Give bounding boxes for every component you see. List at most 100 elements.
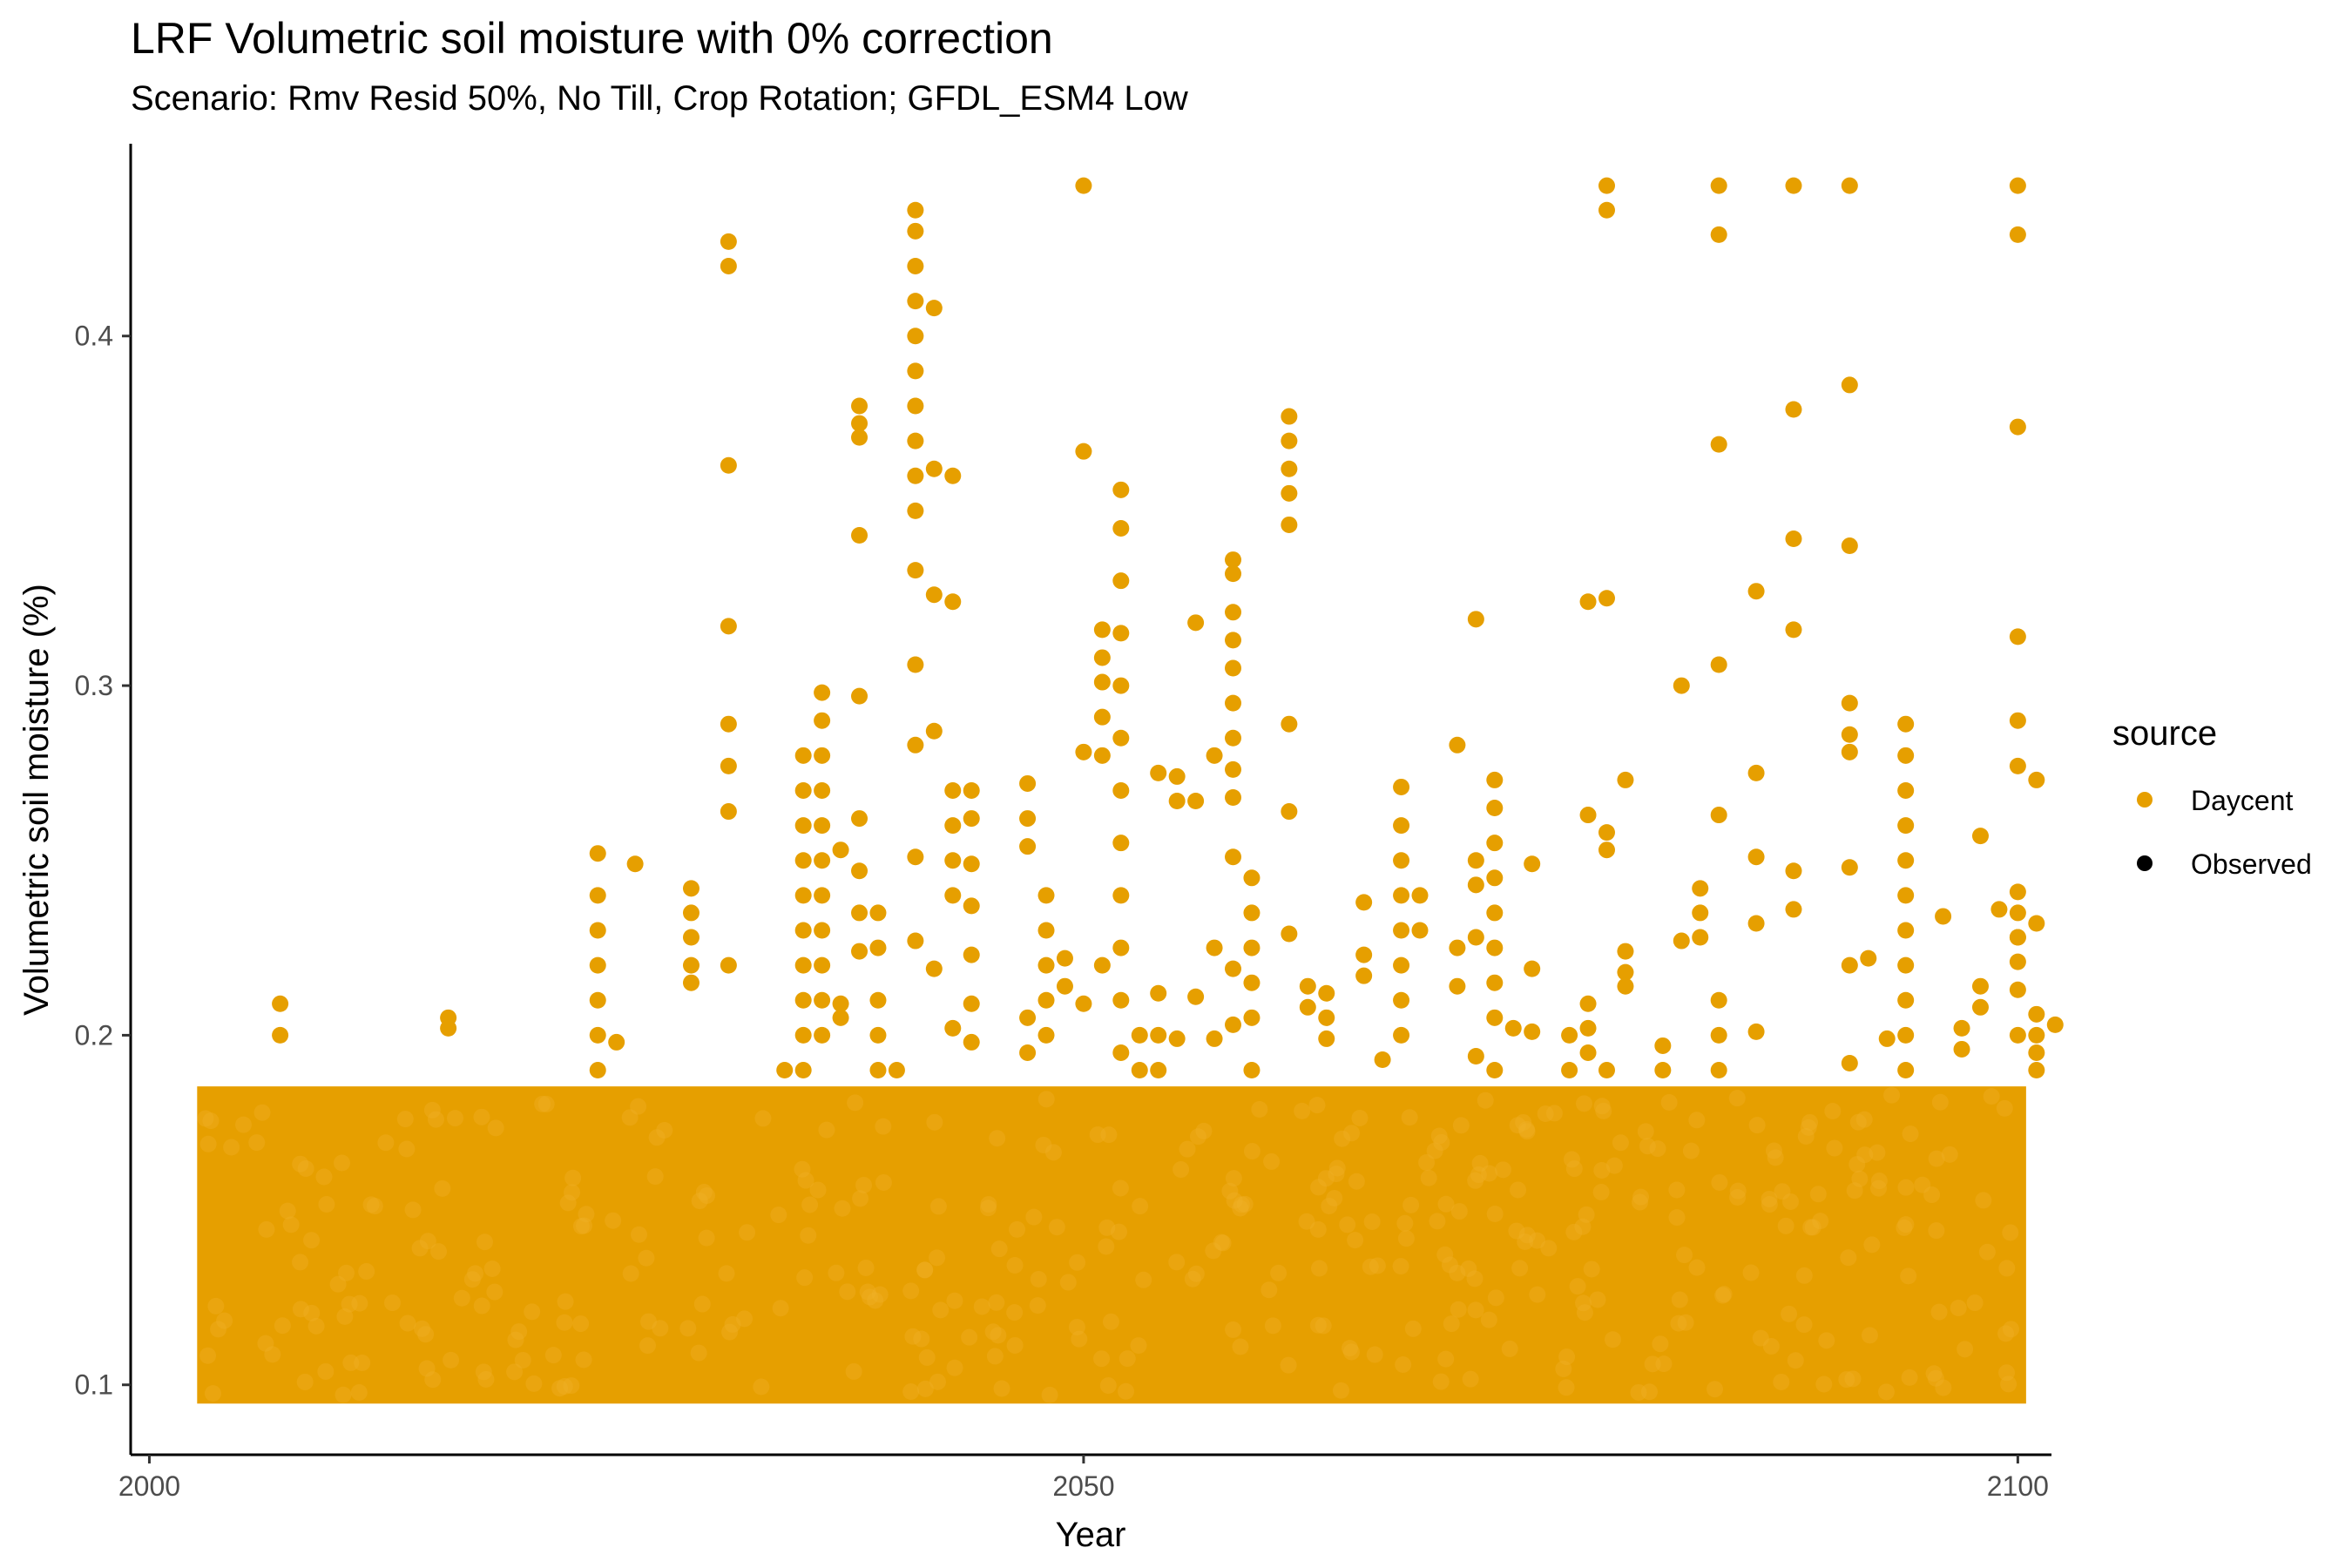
daycent-band-point	[828, 1264, 845, 1281]
daycent-point	[907, 467, 924, 484]
daycent-band-point	[718, 1265, 735, 1282]
daycent-band-point	[698, 1229, 715, 1247]
daycent-point	[1990, 901, 2008, 918]
daycent-band-point	[248, 1134, 266, 1152]
daycent-point	[907, 257, 924, 274]
daycent-band-point	[1477, 1092, 1494, 1109]
daycent-point	[944, 1019, 962, 1037]
daycent-band-point	[1540, 1240, 1558, 1257]
daycent-band-point	[1996, 1099, 2013, 1117]
daycent-point	[1467, 852, 1484, 869]
daycent-point	[2009, 418, 2026, 436]
daycent-point	[907, 432, 924, 449]
daycent-band-point	[926, 1113, 943, 1131]
daycent-band-point	[1450, 1203, 1468, 1220]
daycent-point	[814, 852, 831, 869]
daycent-band-point	[1848, 1156, 1866, 1173]
daycent-point	[1747, 915, 1765, 932]
daycent-band-point	[292, 1254, 309, 1271]
daycent-band-point	[1630, 1383, 1647, 1401]
daycent-point	[1393, 991, 1410, 1009]
daycent-band-point	[1470, 1166, 1487, 1184]
daycent-band-point	[1612, 1134, 1629, 1152]
daycent-band-point	[1494, 1161, 1511, 1179]
daycent-band-point	[739, 1224, 756, 1241]
daycent-point	[1598, 177, 1615, 194]
daycent-point	[1355, 946, 1373, 963]
daycent-point	[814, 922, 831, 939]
daycent-band-point	[1950, 1299, 1967, 1316]
daycent-point	[720, 803, 737, 821]
daycent-band-point	[1260, 1281, 1278, 1299]
daycent-band-point	[576, 1217, 593, 1234]
daycent-band-point	[1729, 1188, 1747, 1206]
daycent-band-point	[1840, 1249, 1857, 1267]
daycent-band-point	[1815, 1375, 1833, 1393]
daycent-point	[851, 397, 868, 415]
daycent-point	[1598, 824, 1615, 841]
daycent-band-point	[1135, 1271, 1152, 1288]
daycent-point	[1281, 484, 1298, 502]
daycent-band-point	[1418, 1154, 1436, 1172]
daycent-band-point	[695, 1184, 713, 1201]
daycent-point	[1579, 807, 1597, 824]
x-tick-label: 2000	[118, 1470, 180, 1502]
daycent-point	[1281, 715, 1298, 733]
daycent-band-point	[473, 1108, 490, 1125]
daycent-band-point	[1925, 1365, 1943, 1382]
daycent-band-point	[1089, 1126, 1106, 1144]
daycent-band-point	[1870, 1179, 1888, 1197]
daycent-band-point	[1294, 1102, 1311, 1119]
daycent-band-point	[973, 1298, 990, 1315]
daycent-band-point	[871, 1286, 889, 1303]
daycent-band-point	[1068, 1319, 1085, 1336]
daycent-point	[589, 1026, 606, 1044]
daycent-band-point	[1802, 1219, 1820, 1236]
daycent-point	[1112, 991, 1130, 1009]
daycent-point	[944, 593, 962, 611]
daycent-band-point	[1098, 1219, 1116, 1236]
daycent-point	[2009, 177, 2026, 194]
daycent-band-point	[204, 1385, 221, 1402]
daycent-point	[1093, 956, 1111, 974]
daycent-band-point	[1025, 1208, 1043, 1226]
daycent-point	[794, 956, 812, 974]
daycent-band-point	[418, 1360, 436, 1377]
daycent-point	[1747, 764, 1765, 781]
daycent-band-point	[990, 1240, 1008, 1258]
daycent-band-point	[1392, 1258, 1409, 1275]
daycent-point	[1841, 537, 1858, 555]
daycent-band-point	[486, 1283, 504, 1301]
daycent-band-point	[1173, 1161, 1190, 1179]
daycent-band-point	[1426, 1142, 1443, 1159]
daycent-point	[682, 974, 700, 991]
daycent-band-point	[1761, 1190, 1778, 1207]
daycent-point	[1710, 177, 1727, 194]
daycent-band-point	[1450, 1301, 1467, 1318]
daycent-band-point	[1315, 1317, 1332, 1335]
daycent-band-point	[1041, 1386, 1058, 1403]
daycent-band-point	[329, 1275, 347, 1293]
daycent-band-point	[1100, 1126, 1118, 1144]
daycent-band-point	[1824, 1103, 1842, 1120]
daycent-band-point	[1983, 1088, 2000, 1105]
daycent-band-point	[1901, 1369, 1918, 1386]
daycent-band-point	[443, 1351, 460, 1369]
daycent-point	[589, 922, 606, 939]
daycent-point	[1897, 956, 1915, 974]
daycent-point	[1598, 1062, 1615, 1079]
daycent-band-point	[1578, 1206, 1595, 1223]
daycent-band-point	[427, 1111, 444, 1128]
daycent-band-point	[1762, 1338, 1780, 1355]
daycent-band-point	[1593, 1162, 1611, 1179]
daycent-band-point	[333, 1154, 350, 1172]
daycent-band-point	[1501, 1340, 1518, 1357]
daycent-band-point	[691, 1193, 708, 1210]
daycent-point	[1953, 1040, 1970, 1058]
daycent-point	[1785, 401, 1802, 418]
daycent-band-point	[1280, 1356, 1297, 1374]
daycent-band-point	[638, 1249, 655, 1267]
daycent-band-point	[1563, 1151, 1580, 1168]
daycent-band-point	[342, 1354, 360, 1371]
daycent-band-point	[1851, 1170, 1869, 1187]
